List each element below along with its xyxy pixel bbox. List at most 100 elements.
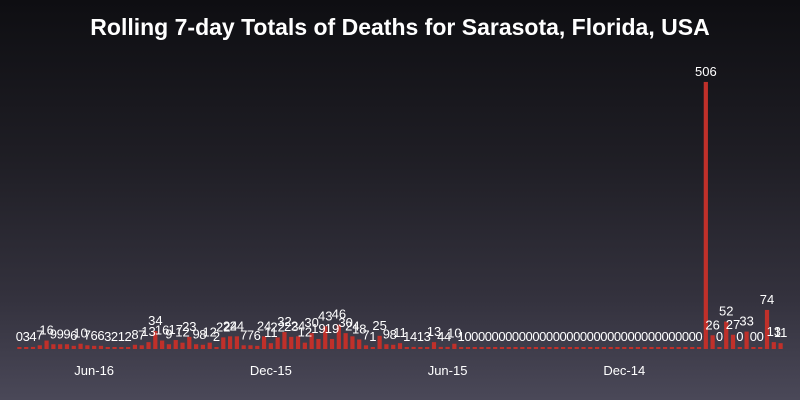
bar — [24, 347, 29, 349]
bar — [459, 347, 464, 349]
data-label: 30 — [338, 315, 352, 330]
bar — [574, 347, 579, 349]
bar — [37, 345, 42, 349]
data-label: 0 — [607, 329, 614, 344]
data-label: 0 — [471, 329, 478, 344]
bar — [628, 347, 634, 349]
data-label: 9 — [383, 326, 390, 341]
data-label: 27 — [726, 317, 740, 332]
bar — [764, 309, 770, 349]
bar — [669, 347, 674, 349]
bar — [724, 321, 729, 349]
data-label: 0 — [634, 329, 641, 344]
data-label: 24 — [230, 318, 244, 333]
bar — [438, 346, 443, 349]
bar — [397, 343, 403, 349]
data-label: 1 — [118, 329, 125, 344]
bar — [119, 347, 124, 349]
data-label: 0 — [464, 329, 471, 344]
data-label: 19 — [325, 321, 339, 336]
data-label: 24 — [257, 318, 271, 333]
data-label: 0 — [736, 329, 743, 344]
data-label: 43 — [318, 308, 332, 323]
data-label: 22 — [270, 319, 284, 334]
bar — [513, 347, 518, 349]
data-label: 34 — [148, 313, 162, 328]
data-label: 7 — [36, 327, 43, 342]
data-label: 2 — [125, 329, 132, 344]
bar — [520, 347, 525, 349]
bar — [30, 346, 36, 349]
bar — [200, 344, 206, 349]
data-label: 0 — [600, 329, 607, 344]
data-label: 0 — [560, 329, 567, 344]
bar — [404, 347, 409, 349]
bar — [139, 345, 144, 349]
bar — [78, 343, 83, 349]
bar — [384, 344, 389, 349]
bar — [180, 342, 185, 349]
bar — [214, 347, 219, 349]
bar — [452, 343, 457, 349]
data-label: 52 — [719, 304, 733, 319]
bar — [418, 347, 423, 349]
bar — [132, 344, 138, 349]
data-label: 2 — [213, 329, 220, 344]
data-label: 6 — [91, 328, 98, 343]
data-label: 0 — [16, 329, 23, 344]
bar — [561, 347, 566, 349]
bar — [187, 336, 192, 349]
data-label: 24 — [223, 318, 237, 333]
bar — [316, 338, 321, 349]
data-label: 11 — [393, 325, 407, 340]
bar — [710, 335, 715, 349]
bar — [309, 333, 314, 349]
data-label: 0 — [485, 329, 492, 344]
data-label: 11 — [264, 325, 278, 340]
data-label: 12 — [175, 325, 189, 340]
bar — [540, 347, 545, 349]
bar-series — [17, 81, 783, 349]
bar — [581, 347, 586, 349]
bar — [227, 336, 233, 349]
bar — [425, 347, 430, 349]
data-label: 11 — [774, 325, 788, 340]
bar — [486, 347, 491, 349]
data-label: 25 — [372, 318, 386, 333]
bar — [737, 347, 742, 349]
data-label: 0 — [682, 329, 689, 344]
data-label: 8 — [199, 327, 206, 342]
data-label: 18 — [352, 322, 366, 337]
bar — [221, 337, 226, 349]
data-label: 0 — [689, 329, 696, 344]
data-label: 0 — [627, 329, 634, 344]
bar — [343, 333, 348, 349]
data-label: 13 — [141, 324, 155, 339]
data-label: 0 — [757, 329, 764, 344]
data-label: 0 — [546, 329, 553, 344]
data-label: 0 — [478, 329, 485, 344]
data-label: 0 — [648, 329, 655, 344]
data-label: 6 — [254, 328, 261, 343]
bar — [662, 347, 668, 349]
data-label: 0 — [668, 329, 675, 344]
bar — [751, 347, 756, 349]
bar — [261, 336, 267, 349]
data-label: 24 — [291, 318, 305, 333]
data-label: 23 — [182, 319, 196, 334]
data-label: 17 — [168, 322, 182, 337]
data-label: 1 — [403, 329, 410, 344]
data-label: 9 — [50, 326, 57, 341]
bar — [44, 340, 49, 349]
bar — [656, 347, 661, 349]
data-label: 6 — [97, 328, 104, 343]
x-tick-label: Dec-15 — [250, 363, 292, 378]
bar — [255, 345, 260, 349]
bar — [635, 347, 640, 349]
bar — [295, 336, 301, 349]
data-label: 0 — [492, 329, 499, 344]
data-label: 3 — [424, 329, 431, 344]
bar — [350, 336, 355, 349]
